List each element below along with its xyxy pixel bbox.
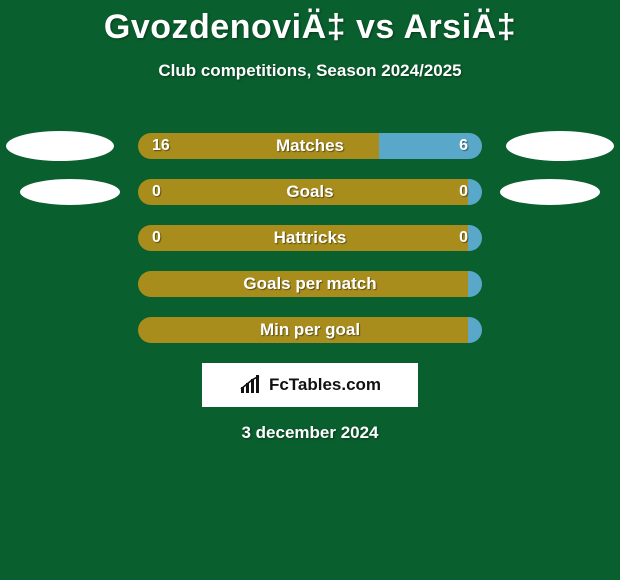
stat-bar-right: 0 bbox=[468, 179, 482, 205]
player-photo-left bbox=[20, 179, 120, 205]
stat-row: Min per goal bbox=[0, 307, 620, 353]
stat-value-right: 0 bbox=[459, 183, 468, 201]
stat-value-right: 0 bbox=[459, 229, 468, 247]
stat-bar bbox=[138, 317, 482, 343]
stat-bar: 00 bbox=[138, 225, 482, 251]
stat-bar: 16 6 bbox=[138, 133, 482, 159]
stat-value-left: 0 bbox=[152, 229, 161, 247]
stat-bar-left bbox=[138, 271, 468, 297]
logo-text: FcTables.com bbox=[269, 375, 381, 395]
date-label: 3 december 2024 bbox=[0, 423, 620, 443]
stat-value-left: 16 bbox=[152, 137, 170, 155]
stat-bar-left: 0 bbox=[138, 179, 468, 205]
page-title: GvozdenoviÄ‡ vs ArsiÄ‡ bbox=[0, 0, 620, 47]
stat-bar: 00 bbox=[138, 179, 482, 205]
stat-bar-left: 16 bbox=[138, 133, 379, 159]
stat-row: 00Hattricks bbox=[0, 215, 620, 261]
stat-value-right: 6 bbox=[459, 137, 468, 155]
logo-box: FcTables.com bbox=[202, 363, 418, 407]
player-photo-left bbox=[6, 131, 114, 161]
chart-icon bbox=[239, 375, 265, 395]
stat-bar bbox=[138, 271, 482, 297]
stat-bar-right bbox=[468, 317, 482, 343]
stats-rows: 166Matches00Goals00HattricksGoals per ma… bbox=[0, 123, 620, 353]
stat-bar-right bbox=[468, 271, 482, 297]
stat-bar-right: 0 bbox=[468, 225, 482, 251]
stat-bar-left: 0 bbox=[138, 225, 468, 251]
stat-bar-left bbox=[138, 317, 468, 343]
player-photo-right bbox=[506, 131, 614, 161]
stat-row: Goals per match bbox=[0, 261, 620, 307]
player-photo-right bbox=[500, 179, 600, 205]
stat-bar-right: 6 bbox=[379, 133, 482, 159]
subtitle: Club competitions, Season 2024/2025 bbox=[0, 61, 620, 81]
stat-value-left: 0 bbox=[152, 183, 161, 201]
stat-row: 00Goals bbox=[0, 169, 620, 215]
stat-row: 166Matches bbox=[0, 123, 620, 169]
